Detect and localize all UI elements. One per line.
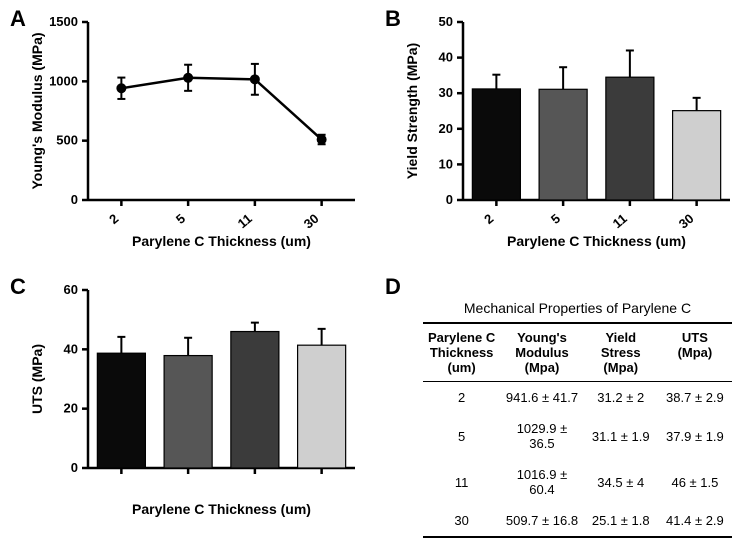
table-cell: 38.7 ± 2.9 — [658, 382, 732, 414]
svg-text:40: 40 — [439, 50, 453, 65]
svg-text:30: 30 — [301, 211, 322, 232]
svg-text:50: 50 — [439, 14, 453, 29]
svg-text:30: 30 — [676, 211, 697, 232]
panel-c-label: C — [10, 274, 26, 300]
figure-grid: A 050010001500251130Young's Modulus (MPa… — [0, 0, 750, 536]
svg-text:5: 5 — [548, 211, 563, 227]
table-cell: 46 ± 1.5 — [658, 459, 732, 505]
panel-b-label: B — [385, 6, 401, 32]
table-cell: 2 — [423, 382, 500, 414]
table-cell: 31.2 ± 2 — [584, 382, 658, 414]
table-cell: 509.7 ± 16.8 — [500, 505, 583, 537]
svg-text:Yield Strength (MPa): Yield Strength (MPa) — [404, 43, 420, 179]
svg-text:0: 0 — [71, 460, 78, 475]
svg-text:500: 500 — [56, 133, 78, 148]
svg-text:Parylene C Thickness (um): Parylene C Thickness (um) — [132, 501, 311, 517]
panel-b-svg: 0 10 20 30 40 50 2 5 11 30 Yield Strength (MPa) Par… — [375, 0, 750, 268]
svg-text:Parylene C Thickness (um): Parylene C Thickness (um) — [507, 233, 686, 249]
svg-text:1000: 1000 — [49, 73, 78, 88]
table-header: Young'sModulus(Mpa) — [500, 323, 583, 382]
svg-text:40: 40 — [64, 341, 78, 356]
panel-c-svg: 0 20 40 60 UTS (MPa) Parylene C Thickness (um… — [0, 268, 375, 536]
panel-d-label: D — [385, 274, 401, 300]
table-cell: 1016.9 ± 60.4 — [500, 459, 583, 505]
panel-b: B 0 10 20 30 40 50 2 5 11 30 Yield Strength (MPa) P… — [375, 0, 750, 268]
table-row: 51029.9 ± 36.531.1 ± 1.937.9 ± 1.9 — [423, 413, 732, 459]
table-header: UTS(Mpa) — [658, 323, 732, 382]
svg-text:2: 2 — [106, 211, 121, 227]
svg-text:60: 60 — [64, 282, 78, 297]
svg-text:11: 11 — [610, 211, 630, 231]
panel-d-content: Mechanical Properties of Parylene C Pary… — [375, 268, 750, 548]
svg-text:20: 20 — [439, 121, 453, 136]
svg-text:1500: 1500 — [49, 14, 78, 29]
table-cell: 41.4 ± 2.9 — [658, 505, 732, 537]
table-cell: 1029.9 ± 36.5 — [500, 413, 583, 459]
table-cell: 941.6 ± 41.7 — [500, 382, 583, 414]
panel-a-svg: 0 500 1000 1500 2 5 11 30 Young's Modulus (MPa) P… — [0, 0, 375, 268]
svg-text:10: 10 — [439, 156, 453, 171]
table-cell: 34.5 ± 4 — [584, 459, 658, 505]
panel-a: A 0 500 1000 1500 2 5 11 30 Young's Modulus (MPa… — [0, 0, 375, 268]
table-cell: 25.1 ± 1.8 — [584, 505, 658, 537]
svg-text:11: 11 — [235, 211, 255, 231]
svg-text:0: 0 — [446, 192, 453, 207]
svg-text:30: 30 — [439, 85, 453, 100]
properties-table: Parylene CThickness(um)Young'sModulus(Mp… — [423, 322, 732, 538]
table-cell: 30 — [423, 505, 500, 537]
table-row: 111016.9 ± 60.434.5 ± 446 ± 1.5 — [423, 459, 732, 505]
svg-text:UTS (MPa): UTS (MPa) — [29, 344, 45, 414]
table-cell: 37.9 ± 1.9 — [658, 413, 732, 459]
table-title: Mechanical Properties of Parylene C — [423, 300, 732, 316]
table-cell: 11 — [423, 459, 500, 505]
table-row: 30509.7 ± 16.825.1 ± 1.841.4 ± 2.9 — [423, 505, 732, 537]
svg-text:0: 0 — [71, 192, 78, 207]
svg-text:Young's Modulus (MPa): Young's Modulus (MPa) — [29, 32, 45, 189]
table-row: 2941.6 ± 41.731.2 ± 238.7 ± 2.9 — [423, 382, 732, 414]
table-header: Parylene CThickness(um) — [423, 323, 500, 382]
table-cell: 5 — [423, 413, 500, 459]
table-header: Yield Stress(Mpa) — [584, 323, 658, 382]
panel-c: C 0 20 40 60 UTS (MPa) Parylene C Thickness (… — [0, 268, 375, 548]
svg-text:Parylene C Thickness (um): Parylene C Thickness (um) — [132, 233, 311, 249]
svg-text:20: 20 — [64, 401, 78, 416]
svg-text:2: 2 — [481, 211, 496, 227]
panel-a-label: A — [10, 6, 26, 32]
panel-d: D Mechanical Properties of Parylene C Pa… — [375, 268, 750, 548]
svg-text:5: 5 — [173, 211, 188, 227]
table-cell: 31.1 ± 1.9 — [584, 413, 658, 459]
